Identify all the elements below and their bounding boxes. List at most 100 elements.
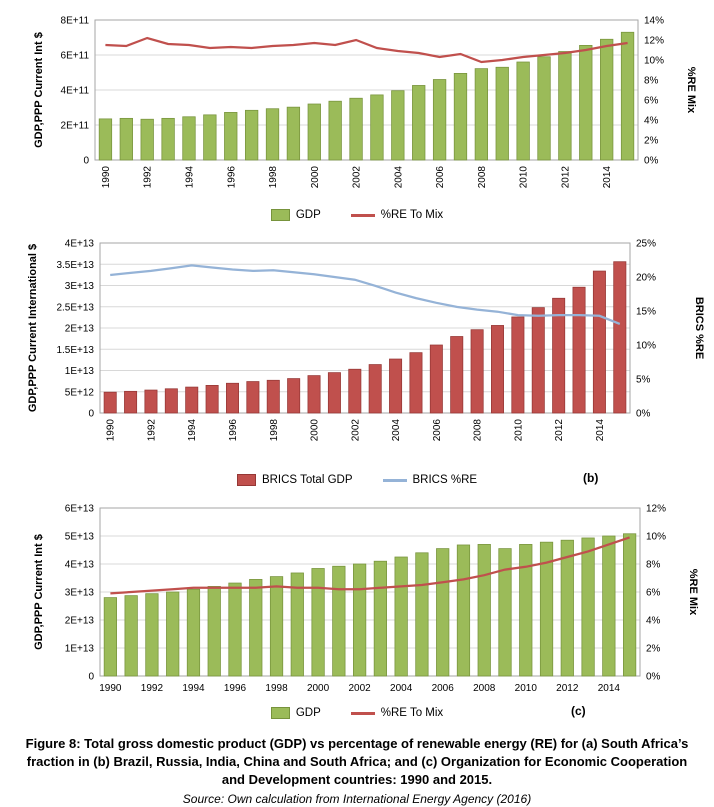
bar — [572, 286, 586, 414]
bar — [287, 378, 301, 414]
right-tick-label: 25% — [636, 239, 656, 250]
panel-label-b: (b) — [583, 471, 599, 485]
right-tick-label: 8% — [646, 560, 661, 571]
right-axis-title: %RE Mix — [687, 569, 699, 616]
trend-line — [105, 36, 628, 64]
legend-item-oecd-re: %RE To Mix — [350, 707, 443, 719]
bar — [558, 51, 572, 161]
legend-label-brics-re: BRICS %RE — [412, 474, 478, 486]
bar — [205, 385, 219, 414]
bar — [498, 548, 512, 677]
plot-border — [94, 19, 639, 161]
x-tick-label: 1996 — [224, 683, 247, 694]
right-tick-label: 14% — [644, 16, 664, 27]
right-axis-title: BRICS %RE — [693, 297, 705, 359]
chart-b-canvas: 0 5E+12 1E+13 1.5E+13 2E+13 2.5E+13 3E+13 3.5E+… — [27, 239, 705, 442]
chart-c-canvas: 0 1E+13 2E+13 3E+13 4E+13 5E+13 6E+13 0% 2% 4% 6% 8… — [33, 504, 699, 695]
bar — [519, 544, 533, 677]
bar — [244, 109, 259, 161]
legend-label-re: %RE To Mix — [380, 209, 444, 221]
legend-item-gdp: GDP — [270, 209, 321, 221]
y-tick-label: 1E+13 — [65, 366, 95, 377]
right-tick-label: 10% — [644, 56, 664, 67]
bar — [348, 368, 362, 414]
x-tick-label: 1990 — [106, 419, 117, 442]
x-tick-label: 2002 — [350, 419, 361, 442]
legend-label-brics-gdp: BRICS Total GDP — [261, 474, 353, 486]
bar — [311, 568, 325, 677]
y-axis-title: GDP,PPP Current Int $ — [33, 32, 45, 148]
y-tick-label: 2.5E+13 — [56, 302, 94, 313]
y-tick-label: 6E+13 — [65, 504, 95, 515]
bar — [249, 579, 263, 677]
right-tick-label: 6% — [646, 588, 661, 599]
bar — [370, 94, 384, 161]
y-tick-label: 2E+11 — [61, 121, 90, 132]
chart-a: 0 2E+11 4E+11 6E+11 8E+11 0% 2% 4% 6% 8% 10% 12% 14%… — [0, 8, 714, 225]
figure-caption: Figure 8: Total gross domestic product (… — [25, 736, 689, 787]
bar — [470, 329, 484, 414]
bar — [266, 379, 280, 414]
bar — [537, 56, 551, 161]
bar — [140, 118, 154, 161]
bar — [119, 117, 133, 161]
bar — [368, 364, 382, 414]
right-tick-label: 4% — [644, 116, 659, 127]
x-tick-label: 1992 — [141, 683, 164, 694]
legend-label-oecd-gdp: GDP — [295, 707, 321, 719]
y-tick-label: 4E+11 — [61, 86, 90, 97]
y-tick-label: 8E+11 — [61, 16, 90, 27]
bar — [415, 552, 429, 677]
right-axis-title: %RE Mix — [685, 67, 697, 114]
y-axis-title: GDP,PPP Current Int $ — [33, 534, 45, 650]
bar — [620, 31, 635, 161]
bar — [203, 114, 217, 161]
chart-c: 0 1E+13 2E+13 3E+13 4E+13 5E+13 6E+13 0% 2% 4% 6% 8… — [0, 498, 714, 723]
brics-re-line-swatch — [382, 478, 407, 482]
bar — [436, 548, 450, 677]
y-tick-label: 5E+13 — [65, 532, 95, 543]
right-tick-label: 20% — [636, 273, 656, 284]
bar — [327, 372, 341, 414]
x-tick-label: 2008 — [477, 166, 488, 189]
bar — [531, 307, 545, 414]
bar — [552, 297, 566, 414]
x-tick-label: 1998 — [269, 419, 280, 442]
x-tick-label: 1992 — [143, 166, 154, 189]
x-tick-label: 2012 — [560, 166, 571, 189]
x-tick-label: 2014 — [598, 683, 621, 694]
bar — [456, 544, 471, 677]
x-tick-label: 1996 — [228, 419, 239, 442]
right-tick-label: 2% — [646, 644, 661, 655]
right-tick-label: 12% — [646, 504, 666, 515]
y-tick-label: 2E+13 — [65, 616, 95, 627]
chart-b-legend: BRICS Total GDP BRICS %RE (b) — [0, 470, 714, 490]
plot-border — [99, 507, 641, 677]
chart-a-legend: GDP %RE To Mix — [0, 205, 714, 225]
bar — [581, 537, 595, 677]
x-tick-label: 2004 — [391, 419, 402, 442]
bar — [429, 344, 443, 414]
x-tick-label: 1994 — [187, 419, 198, 442]
x-tick-label: 1992 — [146, 419, 157, 442]
bar — [579, 45, 593, 161]
bar — [226, 382, 239, 414]
bar — [145, 593, 159, 677]
x-tick-label: 2014 — [602, 166, 613, 189]
bar — [98, 118, 113, 161]
right-tick-label: 0% — [646, 672, 661, 683]
chart-c-legend: GDP %RE To Mix (c) — [0, 703, 714, 723]
oecd-re-line-swatch — [350, 711, 375, 715]
bar — [353, 563, 367, 677]
y-tick-label: 5E+12 — [65, 387, 95, 398]
trend-line — [110, 536, 630, 595]
x-tick-label: 2002 — [352, 166, 363, 189]
bar — [124, 595, 138, 677]
x-tick-label: 1994 — [184, 166, 195, 189]
re-line-swatch — [350, 213, 375, 217]
bar — [412, 85, 426, 161]
bar — [474, 68, 489, 161]
bar — [495, 66, 509, 161]
x-tick-label: 2010 — [519, 166, 530, 189]
y-tick-label: 0 — [83, 156, 89, 167]
